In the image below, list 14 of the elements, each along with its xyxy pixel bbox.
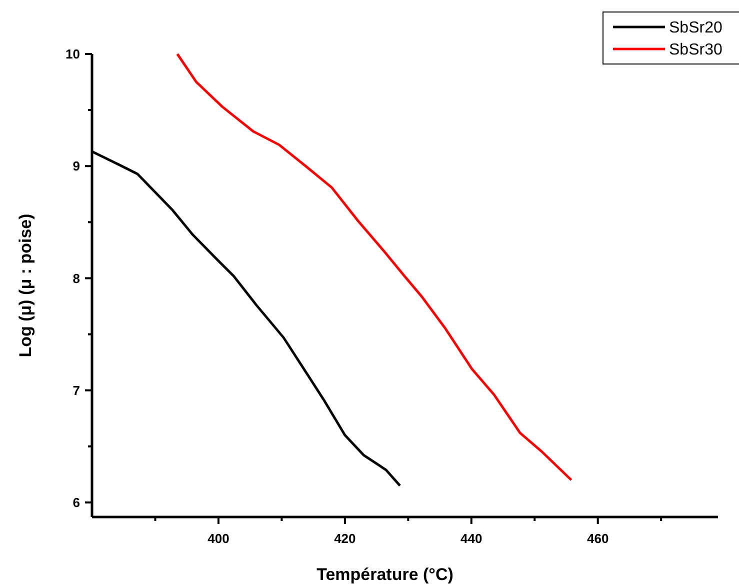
x-axis-title: Température (°C): [316, 565, 454, 584]
y-tick-label: 10: [66, 46, 80, 62]
y-axis-title: Log (μ) (μ : poise): [16, 214, 35, 358]
y-tick-label: 6: [72, 494, 80, 510]
y-tick-label: 8: [72, 270, 80, 286]
y-tick-label: 7: [72, 382, 80, 398]
legend-label: SbSr20: [669, 20, 722, 37]
legend-label: SbSr30: [669, 42, 722, 59]
line-series: [176, 52, 573, 482]
x-tick-label: 460: [587, 531, 609, 546]
y-tick-label: 9: [72, 158, 80, 174]
x-tick-label: 440: [460, 531, 482, 546]
x-tick-label: 420: [334, 531, 356, 546]
x-tick-label: 400: [208, 531, 230, 546]
